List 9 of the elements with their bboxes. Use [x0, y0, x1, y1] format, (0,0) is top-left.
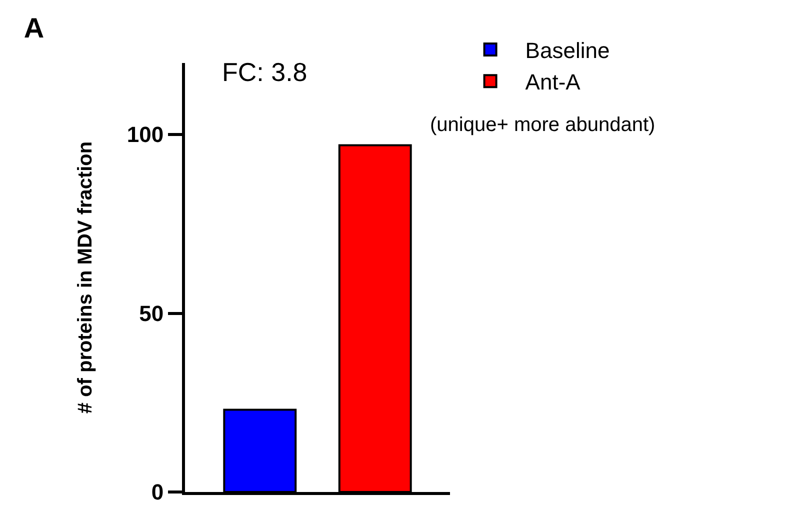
legend-label: Ant-A	[525, 70, 581, 95]
chart-title: A	[24, 12, 44, 44]
annotation: (unique+ more abundant)	[430, 114, 656, 136]
y-axis-title: # of proteins in MDV fraction	[74, 141, 96, 414]
legend-label: Baseline	[525, 38, 610, 64]
y-tick-label: 50	[139, 300, 164, 326]
annotation: FC: 3.8	[222, 57, 308, 87]
y-tick-label: 100	[126, 122, 164, 148]
y-tick-label: 0	[151, 480, 164, 505]
